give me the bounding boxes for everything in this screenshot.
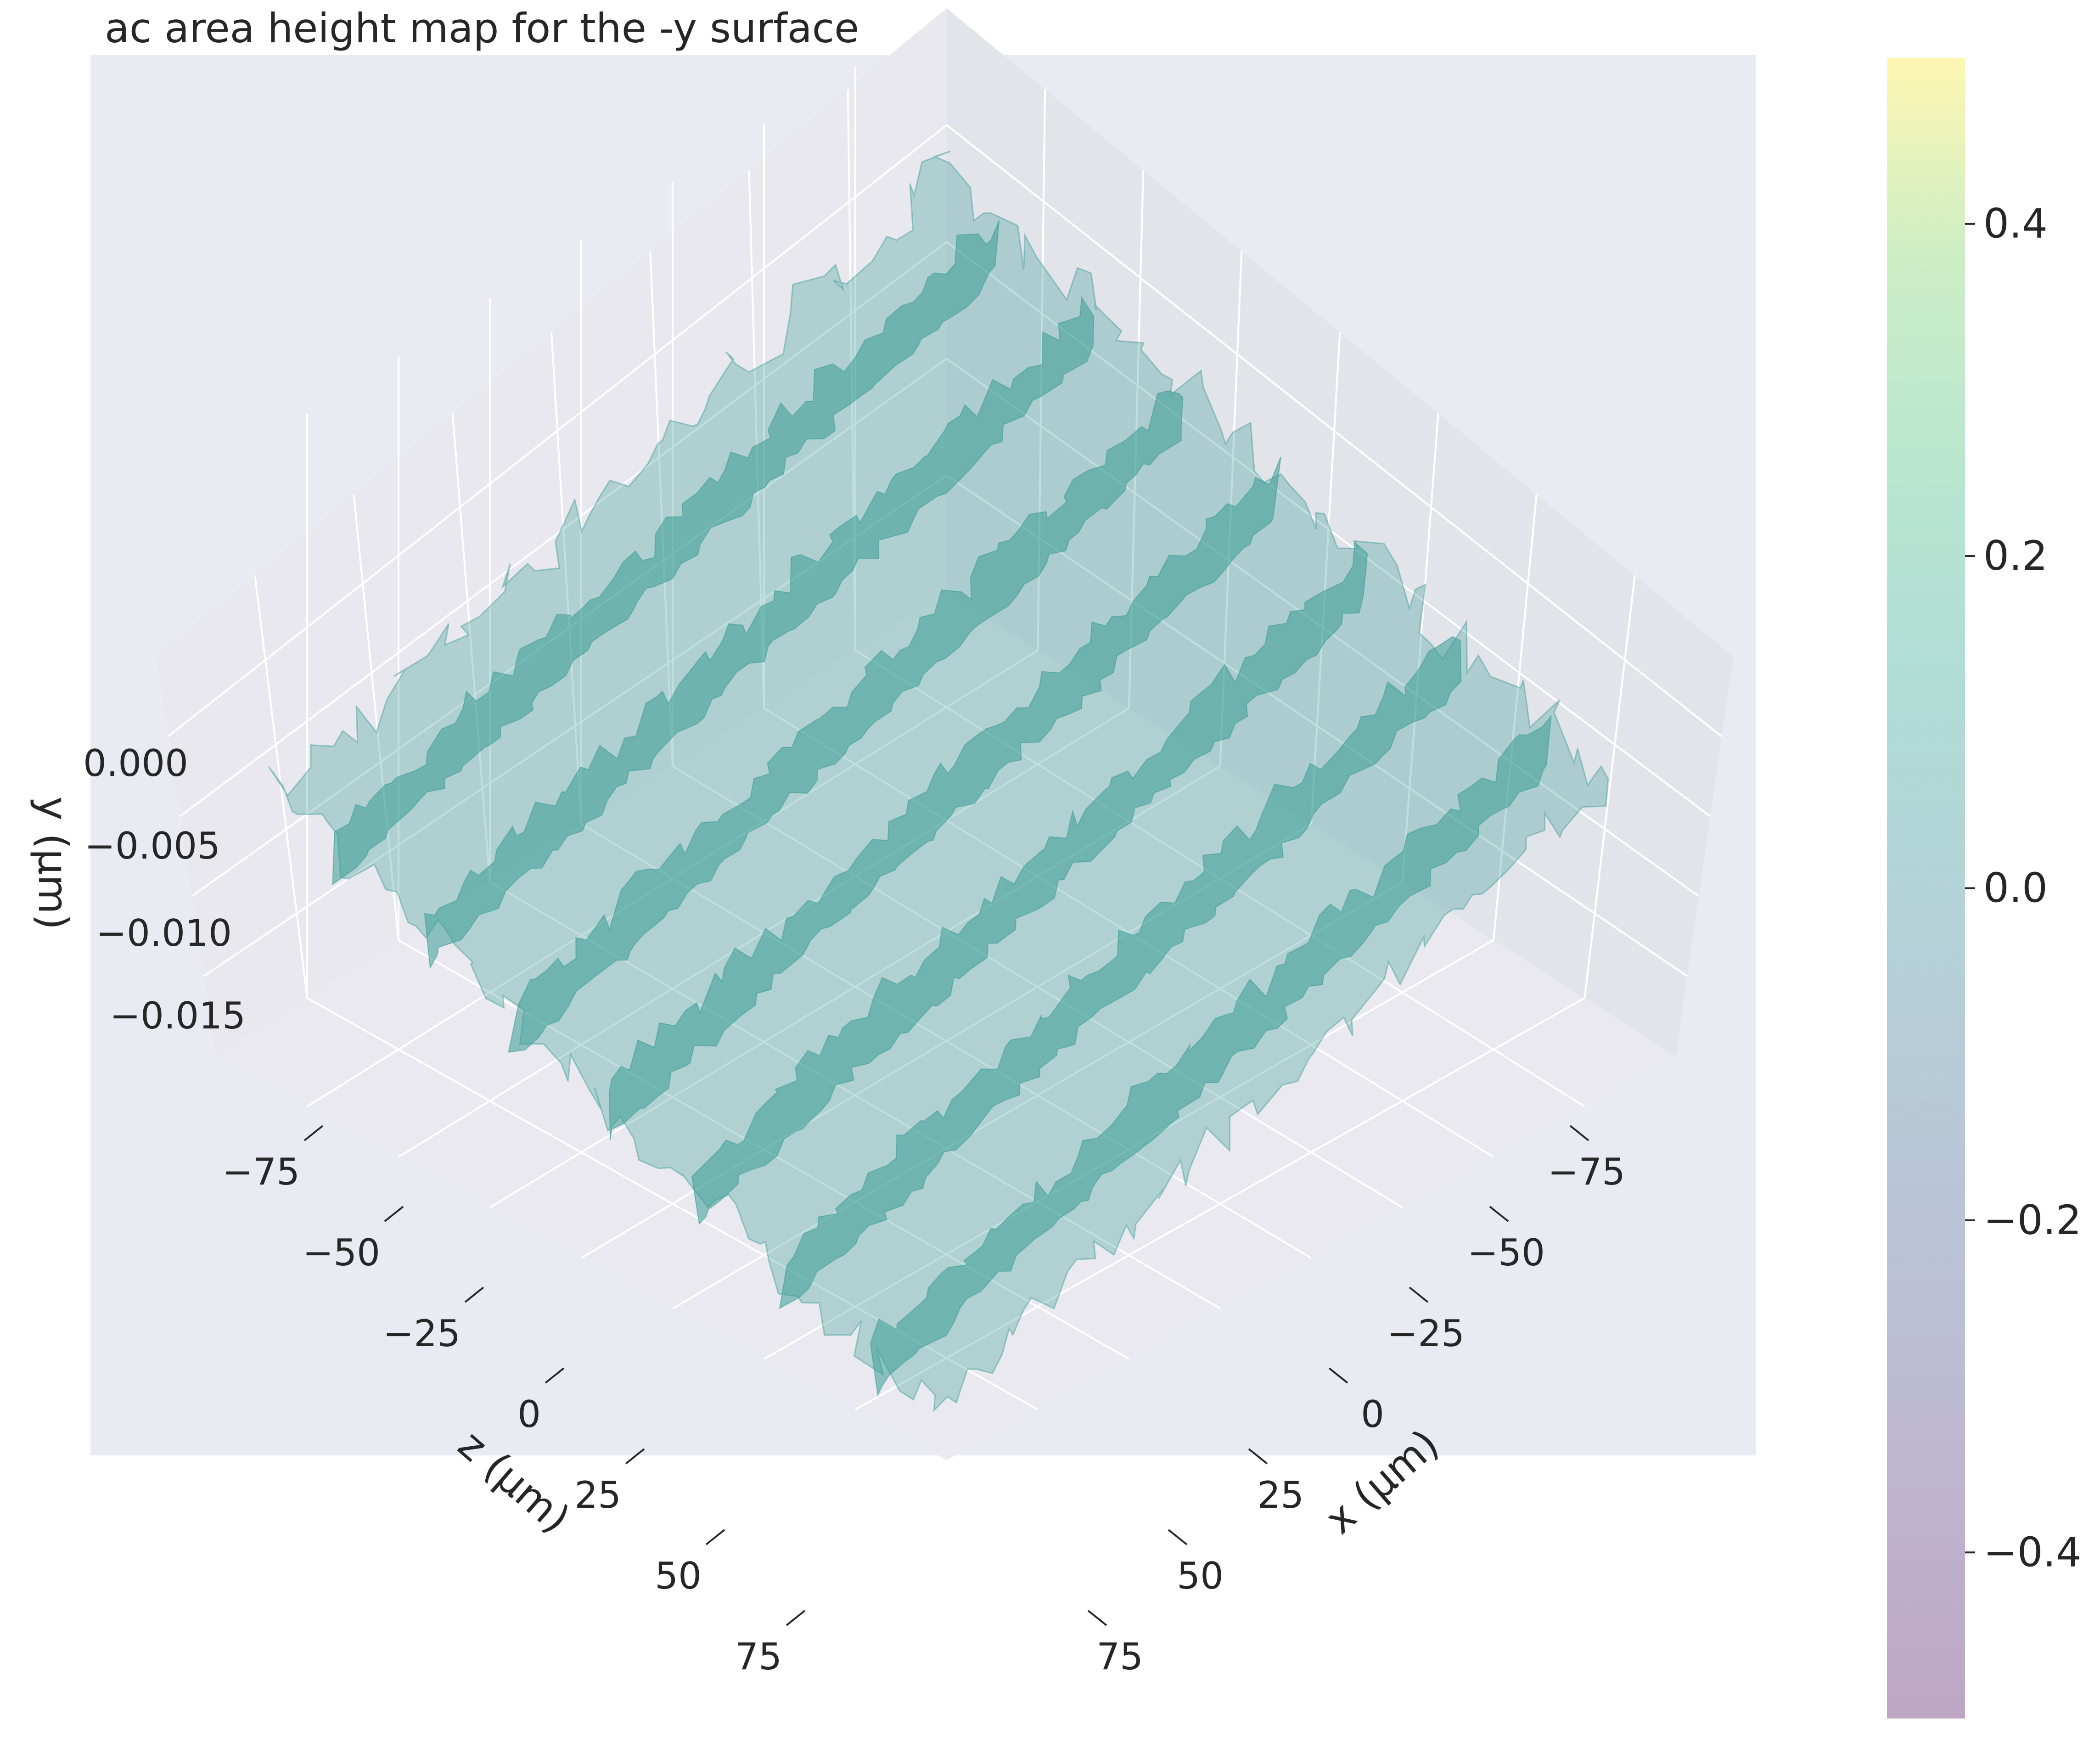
z-tick-mark-2	[464, 1286, 484, 1303]
x-tick-mark-3	[1328, 1367, 1348, 1384]
surface-ridge-0	[332, 220, 1000, 886]
x-tick-mark-2	[1409, 1286, 1429, 1303]
colorbar-tick-label-4: −0.4	[1983, 1528, 2082, 1576]
grid-line-19	[855, 997, 1585, 1410]
x-tick-mark-0	[1569, 1125, 1589, 1141]
x-tick-mark-6	[1087, 1610, 1107, 1626]
x-tick-mark-4	[1248, 1448, 1268, 1465]
y-tick-label-1: −0.005	[84, 825, 220, 867]
grid-line-22	[1583, 575, 1636, 998]
y-axis-label: y (µm)	[29, 797, 77, 930]
floor-pane	[216, 592, 1676, 1460]
x-tick-mark-1	[1489, 1206, 1509, 1222]
chart-title: ac area height map for the -y surface	[105, 5, 859, 52]
surface-ridge-1	[424, 296, 1095, 970]
grid-line-36	[946, 474, 1688, 977]
grid-line-26	[1401, 413, 1439, 882]
z-tick-mark-1	[384, 1206, 404, 1222]
grid-lines	[167, 66, 1723, 1410]
surface-ridge-4	[691, 541, 1368, 1225]
colorbar-tick-label-1: 0.2	[1983, 532, 2048, 579]
back-pane-right	[947, 8, 1733, 1056]
y-tick-label-3: −0.015	[110, 994, 246, 1037]
z-tick-mark-3	[545, 1367, 565, 1384]
x-tick-label-6: 75	[1096, 1635, 1143, 1678]
axis-ticks: −75−50−250255075−75−50−2502550750.000−0.…	[83, 742, 1625, 1678]
height-map-surface	[268, 150, 1609, 1412]
x-tick-mark-5	[1168, 1529, 1188, 1545]
grid-line-23	[353, 494, 399, 940]
y-tick-label-2: −0.010	[96, 912, 232, 955]
grid-line-27	[550, 332, 582, 825]
x-tick-label-4: 25	[1257, 1474, 1304, 1516]
z-tick-mark-0	[303, 1125, 324, 1141]
grid-line-39	[179, 241, 948, 817]
colorbar-tick-label-3: −0.2	[1983, 1196, 2082, 1244]
grid-line-28	[1310, 332, 1341, 825]
grid-line-42	[946, 124, 1723, 737]
back-pane-left	[156, 8, 947, 1056]
grid-line-29	[649, 251, 674, 766]
z-tick-label-2: −25	[383, 1312, 460, 1355]
z-tick-mark-5	[705, 1529, 725, 1545]
surface-ridge-3	[609, 456, 1281, 1140]
surface-ridge-6	[870, 714, 1552, 1397]
x-tick-label-3: 0	[1361, 1393, 1384, 1436]
grid-line-21	[254, 575, 308, 998]
z-tick-label-4: 25	[574, 1474, 621, 1516]
colorbar-tick-label-0: 0.4	[1983, 200, 2048, 247]
x-tick-label-5: 50	[1177, 1555, 1224, 1597]
x-tick-label-0: −75	[1548, 1151, 1625, 1193]
grid-line-25	[451, 413, 491, 882]
z-tick-label-1: −50	[303, 1231, 380, 1274]
z-tick-mark-4	[625, 1448, 645, 1465]
y-tick-label-0: 0.000	[83, 742, 188, 785]
z-tick-mark-6	[786, 1610, 806, 1626]
grid-line-41	[167, 124, 948, 737]
z-tick-label-0: −75	[222, 1151, 300, 1193]
colorbar-ticks: 0.4 0.2 0.0 −0.2 −0.4	[1965, 200, 2082, 1576]
grid-line-24	[1493, 494, 1538, 940]
z-tick-label-3: 0	[517, 1393, 541, 1436]
z-tick-label-5: 50	[655, 1555, 702, 1597]
surface-ridge-5	[779, 636, 1462, 1309]
x-tick-label-2: −25	[1387, 1312, 1465, 1355]
x-tick-label-1: −50	[1467, 1231, 1545, 1274]
grid-line-13	[672, 881, 1403, 1309]
surface-ridge-2	[508, 390, 1184, 1053]
colorbar	[1887, 58, 1965, 1719]
z-tick-label-6: 75	[735, 1635, 782, 1678]
colorbar-tick-label-2: 0.0	[1983, 865, 2048, 912]
